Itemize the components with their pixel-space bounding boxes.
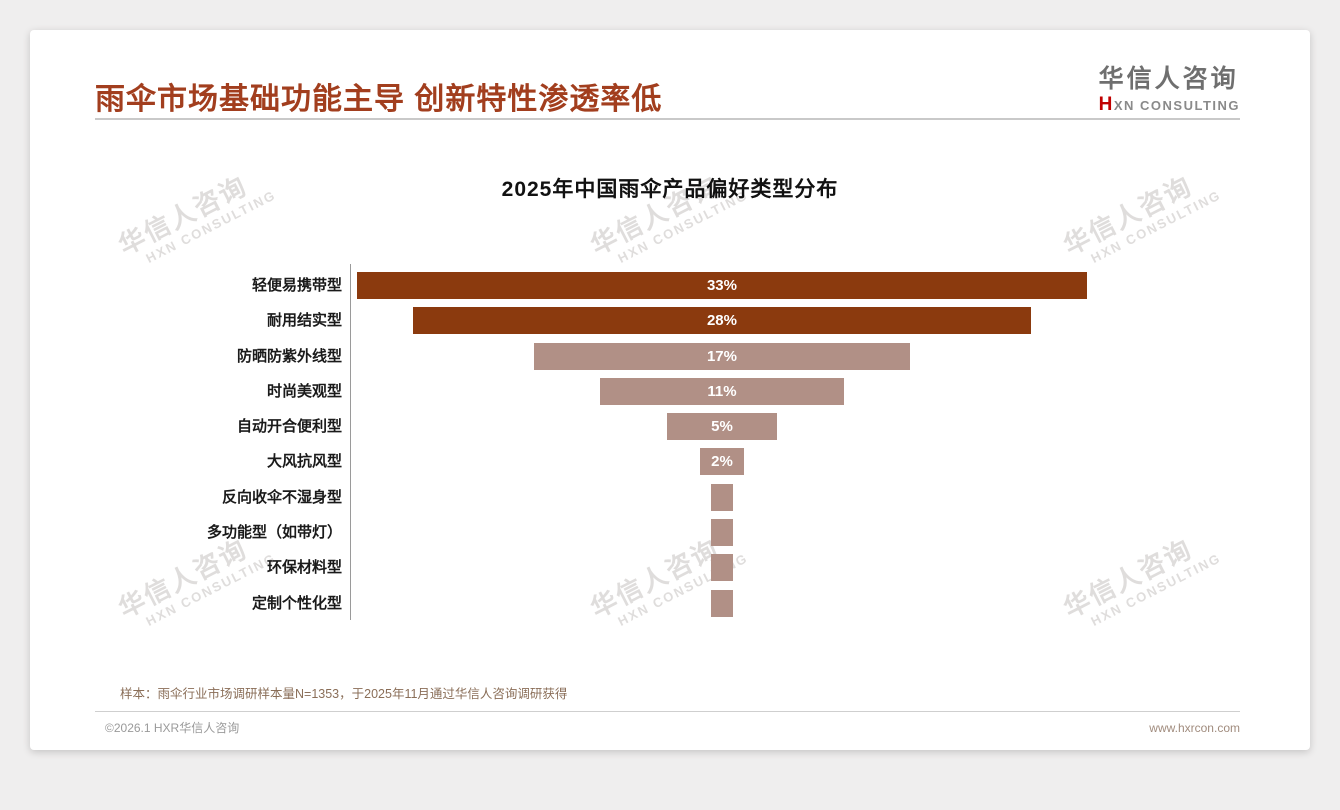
funnel-bar: [710, 519, 734, 547]
category-label: 自动开合便利型: [236, 418, 342, 436]
bar-value-label: 11%: [707, 382, 737, 400]
sample-note: 样本：雨伞行业市场调研样本量N=1353，于2025年11月通过华信人咨询调研获…: [120, 687, 568, 701]
funnel-bar: 5%: [666, 413, 778, 441]
chart-title: 2025年中国雨伞产品偏好类型分布: [501, 178, 839, 201]
category-label: 环保材料型: [266, 559, 342, 577]
category-label: 时尚美观型: [266, 382, 342, 400]
chart-row: 轻便易携带型 33%: [30, 268, 1310, 303]
bar-value-label: 33%: [706, 277, 737, 294]
category-label: 定制个性化型: [251, 594, 342, 612]
chart-row: 时尚美观型 11%: [30, 374, 1310, 409]
funnel-bar-chart: 轻便易携带型 33% 耐用结实型 28% 防晒防紫外线型 17% 时尚美观型 11% 自动开合便…: [30, 30, 1310, 750]
category-label: 轻便易携带型: [251, 277, 342, 294]
category-label: 耐用结实型: [266, 312, 342, 330]
funnel-bar: 33%: [357, 272, 1087, 299]
copyright-text: ©2026.1 HXR华信人咨询: [105, 721, 240, 735]
footer: ©2026.1 HXR华信人咨询 www.hxrcon.com: [105, 719, 1240, 736]
funnel-bar: [710, 589, 734, 617]
funnel-bar: [710, 483, 734, 511]
axis-line: [350, 264, 351, 620]
funnel-bar: 2%: [699, 448, 745, 476]
category-label: 防晒防紫外线型: [236, 347, 342, 365]
funnel-bar: 11%: [600, 377, 844, 405]
chart-row: 多功能型（如带灯）: [30, 515, 1310, 550]
footer-divider: [95, 711, 1240, 712]
chart-row: 反向收伞不湿身型: [30, 480, 1310, 515]
funnel-bar: [710, 554, 734, 582]
company-logo: 华信人咨询 HXN CONSULTING: [1098, 65, 1240, 116]
category-label: 反向收伞不湿身型: [221, 488, 342, 506]
slide-card: 华信人咨询 HXN CONSULTING 华信人咨询 HXN CONSULTING 华信…: [30, 30, 1310, 750]
header-divider: [95, 118, 1240, 120]
chart-row: 自动开合便利型 5%: [30, 409, 1310, 444]
chart-row: 大风抗风型 2%: [30, 444, 1310, 479]
logo-accent-letter: H: [1098, 93, 1114, 115]
funnel-bar: 17%: [534, 342, 910, 370]
bar-value-label: 17%: [706, 347, 737, 365]
chart-row: 定制个性化型: [30, 586, 1310, 621]
category-label: 多功能型（如带灯）: [206, 524, 342, 542]
chart-row: 耐用结实型 28%: [30, 303, 1310, 338]
logo-english-rest: XN CONSULTING: [1113, 97, 1240, 113]
chart-row: 防晒防紫外线型 17%: [30, 339, 1310, 374]
funnel-bar: 28%: [412, 307, 1032, 335]
bar-value-label: 5%: [711, 418, 733, 436]
bar-value-label: 28%: [706, 312, 737, 330]
bar-value-label: 2%: [711, 453, 733, 471]
chart-row: 环保材料型: [30, 550, 1310, 585]
category-label: 大风抗风型: [266, 453, 342, 471]
logo-chinese-text: 华信人咨询: [1098, 65, 1239, 93]
slide-title: 雨伞市场基础功能主导 创新特性渗透率低: [95, 83, 663, 116]
website-url: www.hxrcon.com: [1149, 720, 1240, 735]
logo-english-text: HXN CONSULTING: [1098, 93, 1240, 116]
chart-rows: 轻便易携带型 33% 耐用结实型 28% 防晒防紫外线型 17% 时尚美观型 11% 自动开合便…: [30, 268, 1310, 621]
